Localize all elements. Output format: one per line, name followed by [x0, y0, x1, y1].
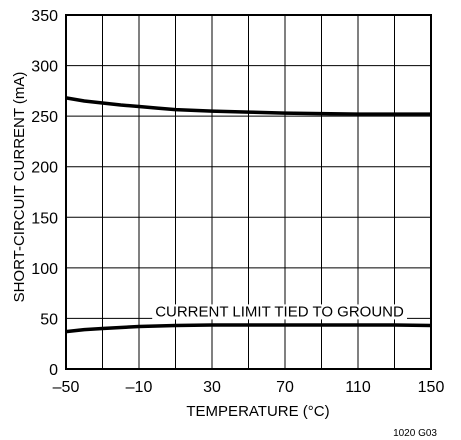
annotation-layer: CURRENT LIMIT TIED TO GROUND [152, 303, 408, 320]
annotation-background [152, 304, 408, 320]
x-tick-label: 110 [345, 379, 371, 396]
y-tick-label: 250 [31, 109, 58, 126]
y-tick-label: 200 [31, 160, 58, 177]
annotation: CURRENT LIMIT TIED TO GROUND [152, 303, 408, 320]
x-tick-label: 70 [276, 379, 294, 396]
series-layer [65, 96, 432, 334]
y-tick-label: 300 [31, 59, 58, 76]
x-tick-label: 150 [418, 379, 445, 396]
annotation-text: CURRENT LIMIT TIED TO GROUND [155, 303, 404, 320]
x-tick-labels: –50 –10 30 70 110 150 [53, 379, 445, 396]
y-axis-label: SHORT-CIRCUIT CURRENT (mA) [11, 72, 28, 303]
y-tick-labels: 0 50 100 150 200 250 300 350 [31, 8, 58, 379]
plot-frame [65, 14, 432, 370]
x-axis-label: TEMPERATURE (°C) [186, 403, 329, 420]
grid [66, 15, 431, 369]
series-line-1 [65, 96, 431, 116]
y-tick-label: 100 [31, 261, 58, 278]
y-tick-label: 350 [31, 8, 58, 25]
figure-id: 1020 G03 [393, 428, 437, 439]
x-tick-label: 30 [203, 379, 221, 396]
x-tick-label: –10 [126, 379, 153, 396]
y-tick-label: 0 [49, 362, 58, 379]
series-line-2 [65, 323, 432, 334]
y-tick-label: 50 [40, 311, 58, 328]
x-tick-label: –50 [53, 379, 80, 396]
y-tick-label: 150 [31, 210, 58, 227]
